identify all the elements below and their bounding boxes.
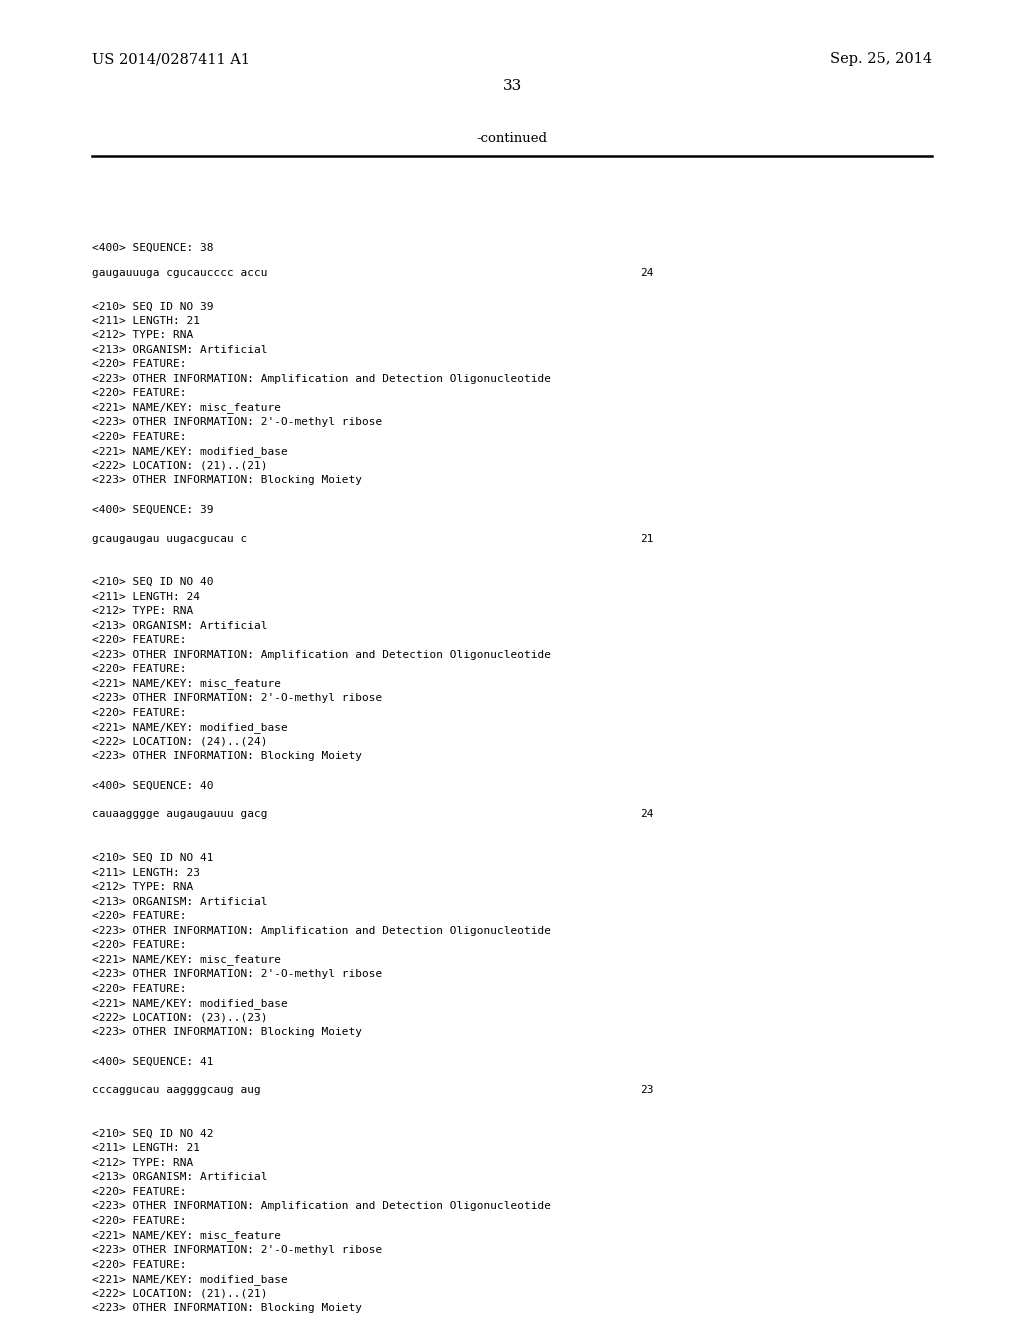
- Text: <213> ORGANISM: Artificial: <213> ORGANISM: Artificial: [92, 896, 267, 907]
- Text: <223> OTHER INFORMATION: Blocking Moiety: <223> OTHER INFORMATION: Blocking Moiety: [92, 475, 362, 486]
- Text: <223> OTHER INFORMATION: 2'-O-methyl ribose: <223> OTHER INFORMATION: 2'-O-methyl rib…: [92, 1245, 382, 1255]
- Text: <222> LOCATION: (21)..(21): <222> LOCATION: (21)..(21): [92, 1288, 267, 1299]
- Text: <220> FEATURE:: <220> FEATURE:: [92, 1259, 186, 1270]
- Text: <220> FEATURE:: <220> FEATURE:: [92, 388, 186, 399]
- Text: <221> NAME/KEY: modified_base: <221> NAME/KEY: modified_base: [92, 998, 288, 1008]
- Text: <400> SEQUENCE: 38: <400> SEQUENCE: 38: [92, 243, 214, 253]
- Text: <211> LENGTH: 23: <211> LENGTH: 23: [92, 867, 200, 878]
- Text: <212> TYPE: RNA: <212> TYPE: RNA: [92, 882, 194, 892]
- Text: <223> OTHER INFORMATION: Amplification and Detection Oligonucleotide: <223> OTHER INFORMATION: Amplification a…: [92, 374, 551, 384]
- Text: cauaagggge augaugauuu gacg: cauaagggge augaugauuu gacg: [92, 809, 267, 820]
- Text: <220> FEATURE:: <220> FEATURE:: [92, 911, 186, 921]
- Text: 24: 24: [640, 809, 653, 820]
- Text: <220> FEATURE:: <220> FEATURE:: [92, 664, 186, 675]
- Text: <221> NAME/KEY: misc_feature: <221> NAME/KEY: misc_feature: [92, 678, 282, 689]
- Text: <220> FEATURE:: <220> FEATURE:: [92, 983, 186, 994]
- Text: 24: 24: [640, 268, 653, 279]
- Text: <222> LOCATION: (23)..(23): <222> LOCATION: (23)..(23): [92, 1012, 267, 1023]
- Text: <211> LENGTH: 21: <211> LENGTH: 21: [92, 315, 200, 326]
- Text: <221> NAME/KEY: modified_base: <221> NAME/KEY: modified_base: [92, 722, 288, 733]
- Text: <213> ORGANISM: Artificial: <213> ORGANISM: Artificial: [92, 1172, 267, 1183]
- Text: <223> OTHER INFORMATION: Blocking Moiety: <223> OTHER INFORMATION: Blocking Moiety: [92, 751, 362, 762]
- Text: <220> FEATURE:: <220> FEATURE:: [92, 432, 186, 442]
- Text: <220> FEATURE:: <220> FEATURE:: [92, 359, 186, 370]
- Text: <213> ORGANISM: Artificial: <213> ORGANISM: Artificial: [92, 620, 267, 631]
- Text: gcaugaugau uugacgucau c: gcaugaugau uugacgucau c: [92, 533, 248, 544]
- Text: <223> OTHER INFORMATION: Blocking Moiety: <223> OTHER INFORMATION: Blocking Moiety: [92, 1027, 362, 1038]
- Text: Sep. 25, 2014: Sep. 25, 2014: [829, 53, 932, 66]
- Text: <212> TYPE: RNA: <212> TYPE: RNA: [92, 606, 194, 616]
- Text: <210> SEQ ID NO 40: <210> SEQ ID NO 40: [92, 577, 214, 587]
- Text: <220> FEATURE:: <220> FEATURE:: [92, 940, 186, 950]
- Text: 21: 21: [640, 533, 653, 544]
- Text: <210> SEQ ID NO 42: <210> SEQ ID NO 42: [92, 1129, 214, 1139]
- Text: <223> OTHER INFORMATION: Amplification and Detection Oligonucleotide: <223> OTHER INFORMATION: Amplification a…: [92, 649, 551, 660]
- Text: <222> LOCATION: (21)..(21): <222> LOCATION: (21)..(21): [92, 461, 267, 471]
- Text: <220> FEATURE:: <220> FEATURE:: [92, 1216, 186, 1226]
- Text: <221> NAME/KEY: misc_feature: <221> NAME/KEY: misc_feature: [92, 403, 282, 413]
- Text: -continued: -continued: [476, 132, 548, 145]
- Text: <400> SEQUENCE: 40: <400> SEQUENCE: 40: [92, 780, 214, 791]
- Text: <220> FEATURE:: <220> FEATURE:: [92, 1187, 186, 1197]
- Text: 33: 33: [503, 79, 521, 92]
- Text: US 2014/0287411 A1: US 2014/0287411 A1: [92, 53, 250, 66]
- Text: <220> FEATURE:: <220> FEATURE:: [92, 635, 186, 645]
- Text: <223> OTHER INFORMATION: 2'-O-methyl ribose: <223> OTHER INFORMATION: 2'-O-methyl rib…: [92, 693, 382, 704]
- Text: <222> LOCATION: (24)..(24): <222> LOCATION: (24)..(24): [92, 737, 267, 747]
- Text: <210> SEQ ID NO 39: <210> SEQ ID NO 39: [92, 301, 214, 312]
- Text: <212> TYPE: RNA: <212> TYPE: RNA: [92, 1158, 194, 1168]
- Text: 23: 23: [640, 1085, 653, 1096]
- Text: <213> ORGANISM: Artificial: <213> ORGANISM: Artificial: [92, 345, 267, 355]
- Text: <223> OTHER INFORMATION: 2'-O-methyl ribose: <223> OTHER INFORMATION: 2'-O-methyl rib…: [92, 969, 382, 979]
- Text: <212> TYPE: RNA: <212> TYPE: RNA: [92, 330, 194, 341]
- Text: <221> NAME/KEY: misc_feature: <221> NAME/KEY: misc_feature: [92, 1230, 282, 1241]
- Text: <400> SEQUENCE: 39: <400> SEQUENCE: 39: [92, 504, 214, 515]
- Text: <223> OTHER INFORMATION: 2'-O-methyl ribose: <223> OTHER INFORMATION: 2'-O-methyl rib…: [92, 417, 382, 428]
- Text: <223> OTHER INFORMATION: Amplification and Detection Oligonucleotide: <223> OTHER INFORMATION: Amplification a…: [92, 1201, 551, 1212]
- Text: <223> OTHER INFORMATION: Blocking Moiety: <223> OTHER INFORMATION: Blocking Moiety: [92, 1303, 362, 1313]
- Text: <223> OTHER INFORMATION: Amplification and Detection Oligonucleotide: <223> OTHER INFORMATION: Amplification a…: [92, 925, 551, 936]
- Text: <211> LENGTH: 21: <211> LENGTH: 21: [92, 1143, 200, 1154]
- Text: <400> SEQUENCE: 41: <400> SEQUENCE: 41: [92, 1056, 214, 1067]
- Text: <221> NAME/KEY: misc_feature: <221> NAME/KEY: misc_feature: [92, 954, 282, 965]
- Text: <220> FEATURE:: <220> FEATURE:: [92, 708, 186, 718]
- Text: <221> NAME/KEY: modified_base: <221> NAME/KEY: modified_base: [92, 446, 288, 457]
- Text: gaugauuuga cgucaucccc accu: gaugauuuga cgucaucccc accu: [92, 268, 267, 279]
- Text: <210> SEQ ID NO 41: <210> SEQ ID NO 41: [92, 853, 214, 863]
- Text: cccaggucau aaggggcaug aug: cccaggucau aaggggcaug aug: [92, 1085, 261, 1096]
- Text: <211> LENGTH: 24: <211> LENGTH: 24: [92, 591, 200, 602]
- Text: <221> NAME/KEY: modified_base: <221> NAME/KEY: modified_base: [92, 1274, 288, 1284]
